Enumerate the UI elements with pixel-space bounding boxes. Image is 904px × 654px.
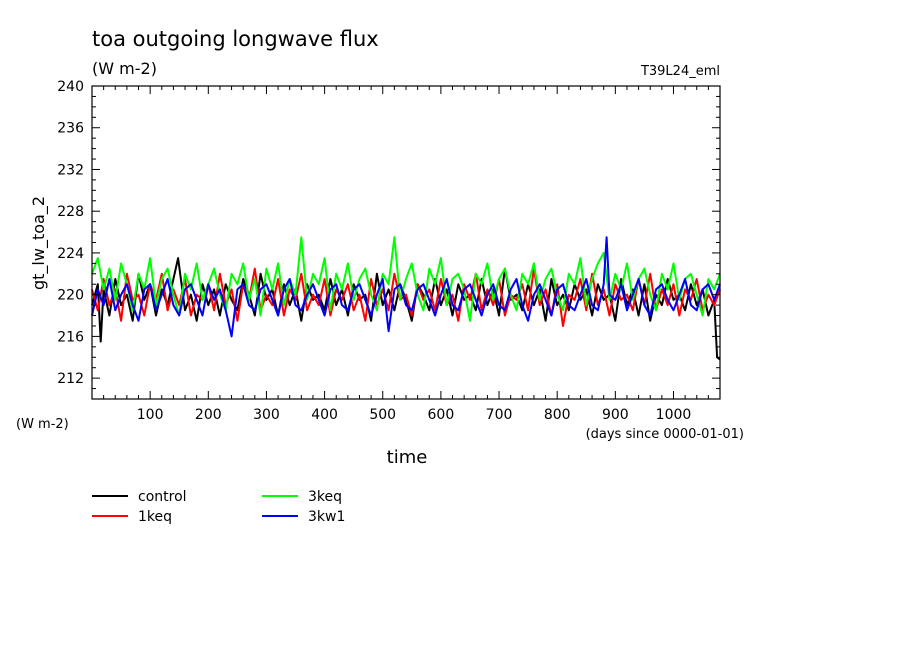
legend-label-3kw1: 3kw1 [308, 509, 345, 525]
series-line-3keq [91, 236, 721, 322]
x-axis-title: time [387, 447, 428, 468]
series-line-3kw1 [91, 236, 721, 338]
legend-label-1keq: 1keq [138, 509, 172, 525]
x-tick-label: 700 [486, 407, 513, 423]
chart-subtitle: (W m-2) [92, 59, 157, 78]
plot-frame [91, 85, 721, 400]
x-tick-label: 200 [195, 407, 222, 423]
y-tick-label: 212 [57, 371, 84, 387]
chart-title: toa outgoing longwave flux [92, 27, 379, 51]
y-tick-label: 240 [57, 79, 84, 95]
x-tick-label: 400 [311, 407, 338, 423]
x-tick-label: 900 [602, 407, 629, 423]
legend: control 1keq 3keq 3kw1 [92, 489, 345, 525]
x-tick-label: 500 [369, 407, 396, 423]
y-tick-label: 220 [57, 288, 84, 304]
y-tick-label: 228 [57, 204, 84, 220]
y-tick-label: 236 [57, 121, 84, 137]
legend-label-3keq: 3keq [308, 489, 342, 505]
x-tick-label: 600 [428, 407, 455, 423]
x-tick-label: 300 [253, 407, 280, 423]
series-layer [91, 236, 721, 361]
run-label: T39L24_eml [640, 64, 720, 79]
y-axis-title: gt_lw_toa_2 [29, 196, 49, 290]
x-axis-unit: (days since 0000-01-01) [586, 427, 744, 442]
y-tick-label: 224 [57, 246, 84, 262]
y-axis-ticks: 212 216 220 224 228 232 236 240 [57, 79, 720, 390]
series-line-1keq [91, 267, 721, 327]
y-axis-unit: (W m-2) [16, 417, 69, 432]
x-tick-label: 1000 [656, 407, 692, 423]
y-tick-label: 232 [57, 162, 84, 178]
legend-label-control: control [138, 489, 187, 505]
x-tick-label: 100 [137, 407, 164, 423]
x-tick-label: 800 [544, 407, 571, 423]
y-tick-label: 216 [57, 329, 84, 345]
x-axis-ticks: 100 200 300 400 500 600 700 800 900 1000 [103, 86, 709, 423]
